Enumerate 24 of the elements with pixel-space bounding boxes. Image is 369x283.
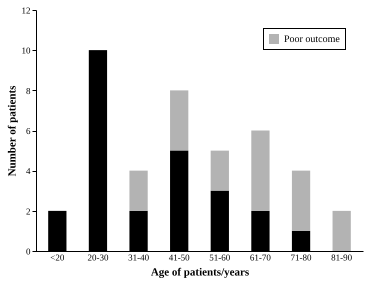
bar (251, 130, 270, 211)
y-tick-label: 2 (26, 206, 30, 216)
x-tick-label: 20-30 (87, 252, 109, 262)
y-tick-label: 0 (26, 246, 31, 256)
bar (210, 150, 229, 191)
y-tick-label: 12 (22, 6, 30, 16)
x-tick-label: 81-90 (331, 252, 353, 262)
legend-label: Poor outcome (284, 34, 340, 45)
y-axis-title: Number of patients (6, 84, 18, 176)
bar (332, 210, 351, 251)
y-tick-label: 8 (26, 86, 31, 96)
bar (170, 90, 188, 151)
y-tick-label: 4 (26, 166, 31, 176)
x-tick-label: 71-80 (290, 252, 312, 262)
x-tick-label: 51-60 (209, 252, 231, 262)
y-tick-label: 10 (22, 46, 31, 56)
x-tick-label: <20 (50, 252, 65, 262)
x-axis-title: Age of patients/years (150, 266, 250, 278)
x-tick-label: 41-50 (168, 252, 190, 262)
bar (292, 170, 310, 231)
y-tick-label: 6 (26, 126, 31, 136)
x-tick-label: 61-70 (250, 252, 272, 262)
x-tick-label: 31-40 (128, 252, 150, 262)
bar (129, 170, 148, 211)
